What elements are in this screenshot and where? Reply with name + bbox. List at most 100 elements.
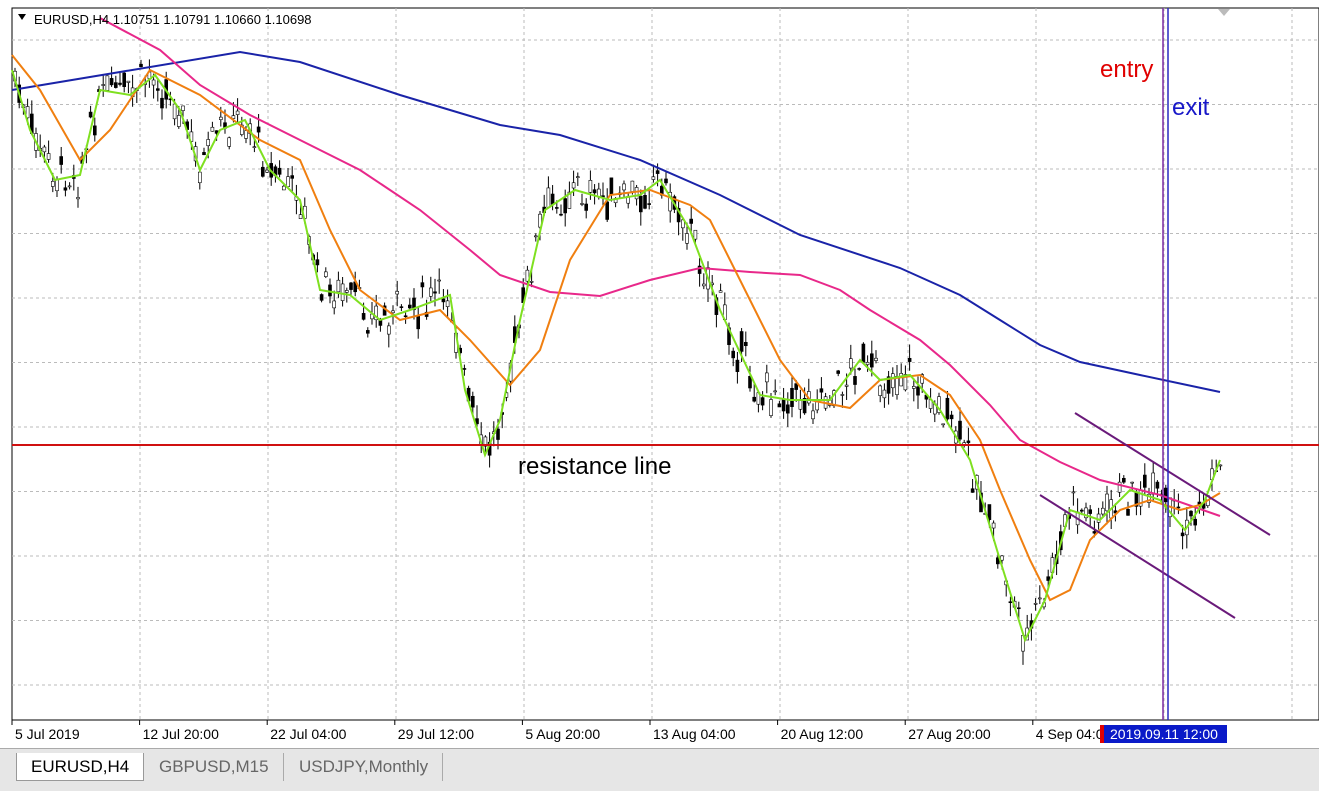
candle-body (344, 290, 349, 293)
candle-body (277, 167, 282, 175)
candle-body (361, 313, 366, 320)
candle-body (340, 283, 345, 301)
x-tick-label: 4 Sep 04:00 (1036, 726, 1112, 742)
candle-body (647, 203, 652, 205)
candle-body (1033, 603, 1038, 605)
candle-body (386, 325, 391, 335)
chart-tab[interactable]: GBPUSD,M15 (145, 753, 284, 781)
candle-body (244, 130, 248, 139)
candle-body (815, 401, 820, 411)
candle-body (1122, 477, 1126, 483)
candle-body (697, 265, 702, 274)
symbol-info: EURUSD,H4 1.10751 1.10791 1.10660 1.1069… (34, 12, 312, 27)
candle-body (836, 370, 841, 374)
candle-body (643, 195, 647, 209)
candle-body (685, 233, 689, 244)
candle-body (240, 124, 244, 135)
candle-body (172, 103, 177, 120)
candle-body (399, 306, 404, 308)
candle-body (202, 152, 206, 156)
candle-body (59, 156, 64, 165)
candle-body (769, 399, 773, 416)
candle-body (93, 125, 97, 136)
candle-body (1038, 597, 1042, 600)
scroll-marker (1218, 9, 1230, 16)
candle-body (592, 189, 597, 194)
chart-window: EURUSD,H4 1.10751 1.10791 1.10660 1.1069… (11, 7, 1319, 743)
candle-body (865, 362, 870, 365)
candle-body (777, 403, 782, 408)
candle-body (554, 207, 559, 209)
x-tick-label: 22 Jul 04:00 (270, 726, 346, 742)
candle-body (991, 522, 996, 529)
candle-body (374, 305, 379, 321)
candle-body (890, 373, 895, 389)
channel-upper (1074, 412, 1271, 536)
chart-tab[interactable]: USDJPY,Monthly (285, 753, 444, 781)
candle-body (76, 197, 80, 200)
ma-medium (99, 17, 1221, 517)
cursor-marker (1100, 725, 1104, 743)
candle-body (462, 368, 467, 370)
candle-body (126, 80, 131, 83)
candle-body (109, 78, 114, 86)
candle-body (1143, 474, 1147, 488)
candle-body (1176, 506, 1181, 509)
candle-body (580, 203, 584, 205)
candle-body (156, 88, 160, 91)
grid (12, 8, 1319, 720)
x-tick-label: 13 Aug 04:00 (653, 726, 736, 742)
candle-body (420, 282, 425, 288)
candle-body (533, 235, 538, 238)
candle-body (664, 178, 668, 184)
candle-body (323, 271, 328, 277)
candle-body (290, 175, 295, 179)
candle-body (609, 177, 614, 196)
candle-body (1147, 493, 1151, 503)
candle-body (899, 373, 904, 387)
candle-body (160, 97, 164, 109)
candle-body (748, 376, 752, 389)
x-tick-label: 27 Aug 20:00 (908, 726, 991, 742)
candle-body (1000, 555, 1004, 561)
dropdown-arrow[interactable] (18, 14, 26, 20)
candle-body (584, 203, 589, 211)
candle-body (1084, 507, 1088, 519)
x-tick-label: 29 Jul 12:00 (398, 726, 474, 742)
candle-body (785, 404, 790, 414)
candle-body (840, 394, 845, 396)
candle-body (101, 84, 105, 86)
candle-body (1071, 491, 1076, 494)
candle-body (1164, 487, 1168, 503)
candle-body (811, 410, 815, 420)
candle-body (1189, 510, 1193, 517)
candle-body (441, 298, 446, 303)
x-tick-label: 20 Aug 12:00 (781, 726, 864, 742)
candle-body (1008, 601, 1013, 604)
candle-body (315, 259, 320, 266)
candle-body (735, 359, 740, 372)
candle-body (638, 195, 643, 213)
candle-body (349, 282, 353, 290)
candle-body (966, 440, 971, 444)
candle-body (525, 269, 530, 282)
candle-body (407, 304, 412, 309)
candle-body (861, 343, 866, 363)
candle-body (752, 396, 757, 402)
candle-body (151, 79, 156, 86)
candle-body (911, 386, 916, 389)
candle-body (790, 387, 794, 407)
candle-body (1080, 509, 1084, 512)
candle-body (1016, 607, 1021, 610)
candle-body (298, 214, 303, 219)
x-axis: 5 Jul 2019 12 Jul 20:00 22 Jul 04:00 29 Jul… (11, 720, 1112, 742)
candle-body (55, 179, 59, 192)
candle-body (651, 176, 656, 180)
candle-body (886, 376, 891, 394)
candle-body (743, 342, 748, 347)
chart-frame (11, 7, 1319, 721)
candle-body (265, 169, 269, 173)
chart-tab[interactable]: EURUSD,H4 (16, 753, 145, 781)
candle-body (945, 397, 950, 420)
candle-body (181, 105, 185, 111)
